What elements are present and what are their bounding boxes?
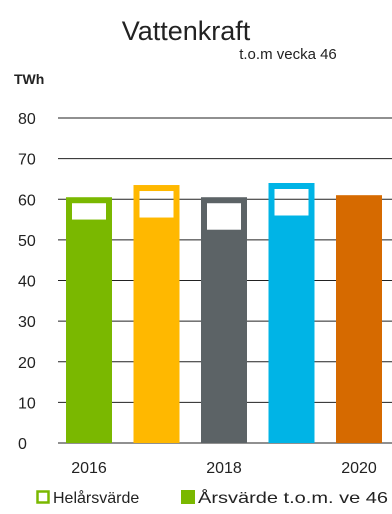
bar-ytd-2020 bbox=[336, 195, 382, 443]
y-tick-label: 30 bbox=[18, 314, 36, 331]
chart-title: Vattenkraft bbox=[122, 16, 251, 46]
bar-fullyear-2018 bbox=[201, 197, 247, 443]
bar-ytd-2017 bbox=[133, 217, 180, 443]
x-tick-label: 2020 bbox=[341, 460, 377, 477]
bars bbox=[66, 183, 382, 443]
legend: Helårsvärde Årsvärde t.o.m. ve 46 bbox=[36, 488, 388, 507]
legend-swatch-filled bbox=[181, 490, 195, 504]
y-axis-unit: TWh bbox=[14, 71, 44, 87]
y-tick-labels: 0 10 20 30 40 50 60 70 80 bbox=[18, 111, 36, 453]
y-tick-label: 80 bbox=[18, 111, 36, 128]
y-tick-label: 20 bbox=[18, 355, 36, 372]
x-tick-label: 2018 bbox=[206, 460, 242, 477]
bar-fullyear-2019 bbox=[268, 183, 315, 443]
chart-subtitle: t.o.m vecka 46 bbox=[239, 46, 337, 63]
x-tick-label: 2016 bbox=[71, 460, 107, 477]
y-tick-label: 60 bbox=[18, 192, 36, 209]
y-tick-label: 40 bbox=[18, 274, 36, 291]
legend-label-fullyear: Helårsvärde bbox=[53, 489, 139, 507]
x-tick-labels: 2016 2018 2020 bbox=[71, 460, 377, 477]
y-tick-label: 70 bbox=[18, 152, 36, 169]
y-tick-label: 50 bbox=[18, 233, 36, 250]
bar-ytd-2016 bbox=[66, 219, 112, 443]
legend-swatch-outline bbox=[36, 490, 50, 504]
y-tick-label: 0 bbox=[18, 436, 27, 453]
bar-fullyear-2017 bbox=[133, 185, 180, 443]
bar-ytd-2018 bbox=[201, 229, 247, 443]
y-tick-label: 10 bbox=[18, 395, 36, 412]
legend-label-ytd: Årsvärde t.o.m. ve 46 bbox=[198, 488, 388, 507]
bar-fullyear-2016 bbox=[66, 197, 112, 443]
bar-ytd-2019 bbox=[268, 215, 315, 443]
